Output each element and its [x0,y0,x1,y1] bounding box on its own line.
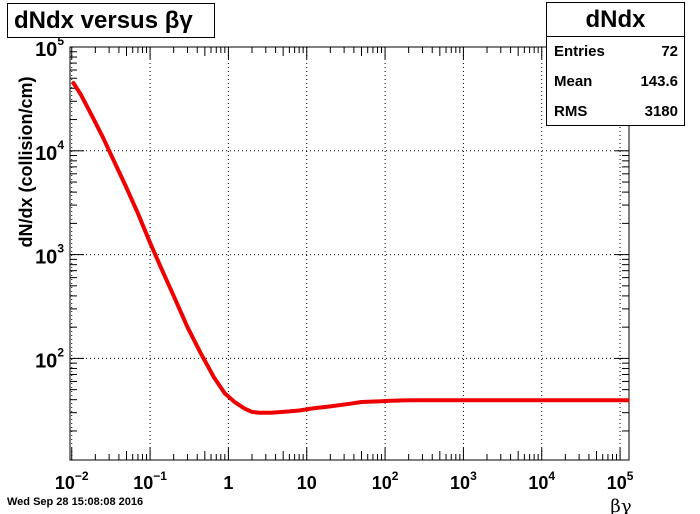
x-tick-label: 104 [528,469,555,493]
y-tick-label: 103 [35,242,64,269]
x-tick-label: 10−1 [133,469,167,493]
data-series-line [71,81,630,415]
y-axis-label: dN/dx (collision/cm) [16,76,36,247]
x-tick-label-exponent: −1 [153,469,167,483]
y-tick-label-base: 10 [35,350,57,372]
y-tick-label-base: 10 [35,247,57,269]
stats-mean-value: 143.6 [640,73,678,90]
x-tick-label: 103 [450,469,477,493]
y-tick-label: 102 [35,345,64,372]
major-ticks [70,46,629,460]
y-tick-label-exponent: 3 [57,242,64,256]
chart-title-box: dNdx versus βγ [7,3,215,38]
chart-title: dNdx versus βγ [14,7,193,34]
stats-title: dNdx [547,3,684,37]
x-axis-label: βγ [610,496,631,514]
stats-box: dNdx Entries 72 Mean 143.6 RMS 3180 [546,2,685,126]
grid-lines [70,46,629,460]
stats-mean-row: Mean 143.6 [547,67,684,97]
x-tick-label: 10 [297,473,317,493]
plot-frame [69,46,630,461]
footer-timestamp: Wed Sep 28 15:08:08 2016 [7,496,144,508]
stats-mean-label: Mean [554,73,593,90]
x-tick-label: 10−2 [55,469,89,493]
x-tick-label: 102 [372,469,399,493]
stats-rms-label: RMS [554,103,588,120]
stats-rms-value: 3180 [644,103,678,120]
y-tick-label-base: 10 [35,143,57,165]
y-tick-label: 105 [35,34,64,61]
stats-rms-row: RMS 3180 [547,97,684,127]
stats-entries-label: Entries [554,43,605,60]
stats-entries-row: Entries 72 [547,37,684,67]
stats-entries-value: 72 [661,43,678,60]
x-tick-label-exponent: 4 [548,469,555,483]
y-tick-label: 104 [35,138,64,165]
x-tick-label-exponent: 5 [627,469,634,483]
x-tick-label-exponent: −2 [75,469,89,483]
y-tick-label-exponent: 4 [57,138,64,152]
x-tick-label: 105 [607,469,634,493]
x-tick-label-exponent: 3 [470,469,477,483]
y-tick-label-exponent: 5 [57,34,64,48]
x-tick-label: 1 [223,473,233,493]
y-tick-label-base: 10 [35,39,57,61]
x-tick-label-exponent: 2 [392,469,399,483]
y-tick-label-exponent: 2 [57,345,64,359]
